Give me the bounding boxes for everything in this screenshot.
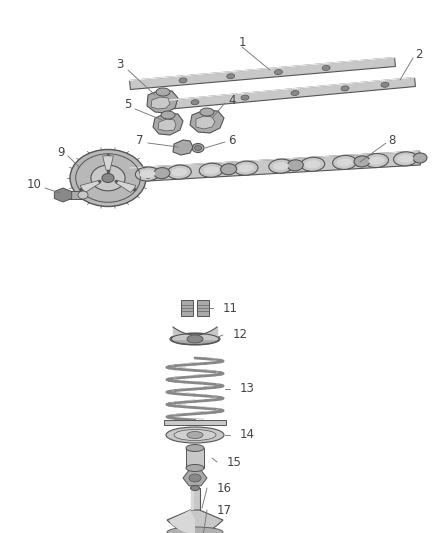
Ellipse shape <box>191 100 199 105</box>
Text: 14: 14 <box>240 429 255 441</box>
Ellipse shape <box>91 165 125 191</box>
Ellipse shape <box>241 95 249 100</box>
Polygon shape <box>130 151 420 182</box>
Ellipse shape <box>332 156 357 169</box>
Ellipse shape <box>186 464 204 472</box>
Polygon shape <box>116 181 136 192</box>
Text: 12: 12 <box>233 328 248 342</box>
Ellipse shape <box>189 474 201 482</box>
Ellipse shape <box>156 88 170 96</box>
Ellipse shape <box>199 163 223 177</box>
Ellipse shape <box>273 162 289 170</box>
Ellipse shape <box>139 170 155 178</box>
Text: 6: 6 <box>228 133 236 147</box>
Ellipse shape <box>337 158 353 166</box>
Polygon shape <box>54 188 72 202</box>
Text: 5: 5 <box>124 99 132 111</box>
Polygon shape <box>164 420 226 425</box>
Ellipse shape <box>368 157 385 165</box>
Ellipse shape <box>166 427 224 443</box>
Ellipse shape <box>221 164 237 175</box>
Ellipse shape <box>203 166 219 174</box>
Ellipse shape <box>187 432 203 439</box>
Ellipse shape <box>191 486 199 490</box>
Ellipse shape <box>161 111 175 119</box>
Ellipse shape <box>170 333 220 345</box>
Text: 7: 7 <box>136 133 144 147</box>
Ellipse shape <box>194 146 201 150</box>
Ellipse shape <box>341 86 349 91</box>
Polygon shape <box>197 300 209 316</box>
Polygon shape <box>173 140 193 155</box>
Text: 13: 13 <box>240 383 255 395</box>
Polygon shape <box>183 470 207 486</box>
Ellipse shape <box>354 156 370 167</box>
Ellipse shape <box>393 152 417 166</box>
Polygon shape <box>130 58 396 90</box>
Ellipse shape <box>179 78 187 83</box>
Ellipse shape <box>238 164 254 172</box>
Ellipse shape <box>171 168 187 176</box>
Text: 4: 4 <box>228 93 236 107</box>
Polygon shape <box>170 510 195 533</box>
Ellipse shape <box>398 155 413 163</box>
Ellipse shape <box>381 82 389 87</box>
Text: 11: 11 <box>223 302 238 314</box>
Polygon shape <box>151 97 170 109</box>
Polygon shape <box>181 300 193 316</box>
Ellipse shape <box>78 191 88 199</box>
Polygon shape <box>165 77 415 109</box>
Text: 8: 8 <box>388 133 396 147</box>
Ellipse shape <box>305 160 321 168</box>
Text: 1: 1 <box>238 36 246 49</box>
Ellipse shape <box>364 154 389 167</box>
Ellipse shape <box>269 159 293 173</box>
Ellipse shape <box>187 335 203 343</box>
Polygon shape <box>186 448 204 468</box>
Polygon shape <box>153 113 183 135</box>
Polygon shape <box>80 181 100 192</box>
Polygon shape <box>196 116 215 129</box>
Ellipse shape <box>167 165 191 179</box>
Text: 2: 2 <box>415 49 423 61</box>
Ellipse shape <box>70 149 146 206</box>
Ellipse shape <box>413 153 427 163</box>
Text: 3: 3 <box>117 59 124 71</box>
Ellipse shape <box>102 174 114 182</box>
Ellipse shape <box>287 160 303 171</box>
Polygon shape <box>190 110 224 133</box>
Ellipse shape <box>200 108 214 116</box>
Ellipse shape <box>186 445 204 451</box>
Text: 9: 9 <box>57 147 65 159</box>
Ellipse shape <box>192 143 204 152</box>
Text: 10: 10 <box>27 179 42 191</box>
Polygon shape <box>167 510 223 533</box>
Ellipse shape <box>234 161 258 175</box>
Text: 15: 15 <box>227 456 242 469</box>
Ellipse shape <box>322 66 330 70</box>
Ellipse shape <box>154 167 170 179</box>
Polygon shape <box>147 90 178 113</box>
Ellipse shape <box>301 157 325 171</box>
Text: 17: 17 <box>217 504 232 516</box>
Ellipse shape <box>174 430 216 440</box>
Polygon shape <box>102 156 113 170</box>
Ellipse shape <box>275 70 283 75</box>
Ellipse shape <box>167 527 223 533</box>
Ellipse shape <box>135 167 159 181</box>
Ellipse shape <box>227 74 235 79</box>
Ellipse shape <box>291 91 299 95</box>
Text: 16: 16 <box>217 481 232 495</box>
Polygon shape <box>63 191 83 199</box>
Polygon shape <box>158 119 176 131</box>
Polygon shape <box>191 488 194 510</box>
Polygon shape <box>191 488 199 510</box>
